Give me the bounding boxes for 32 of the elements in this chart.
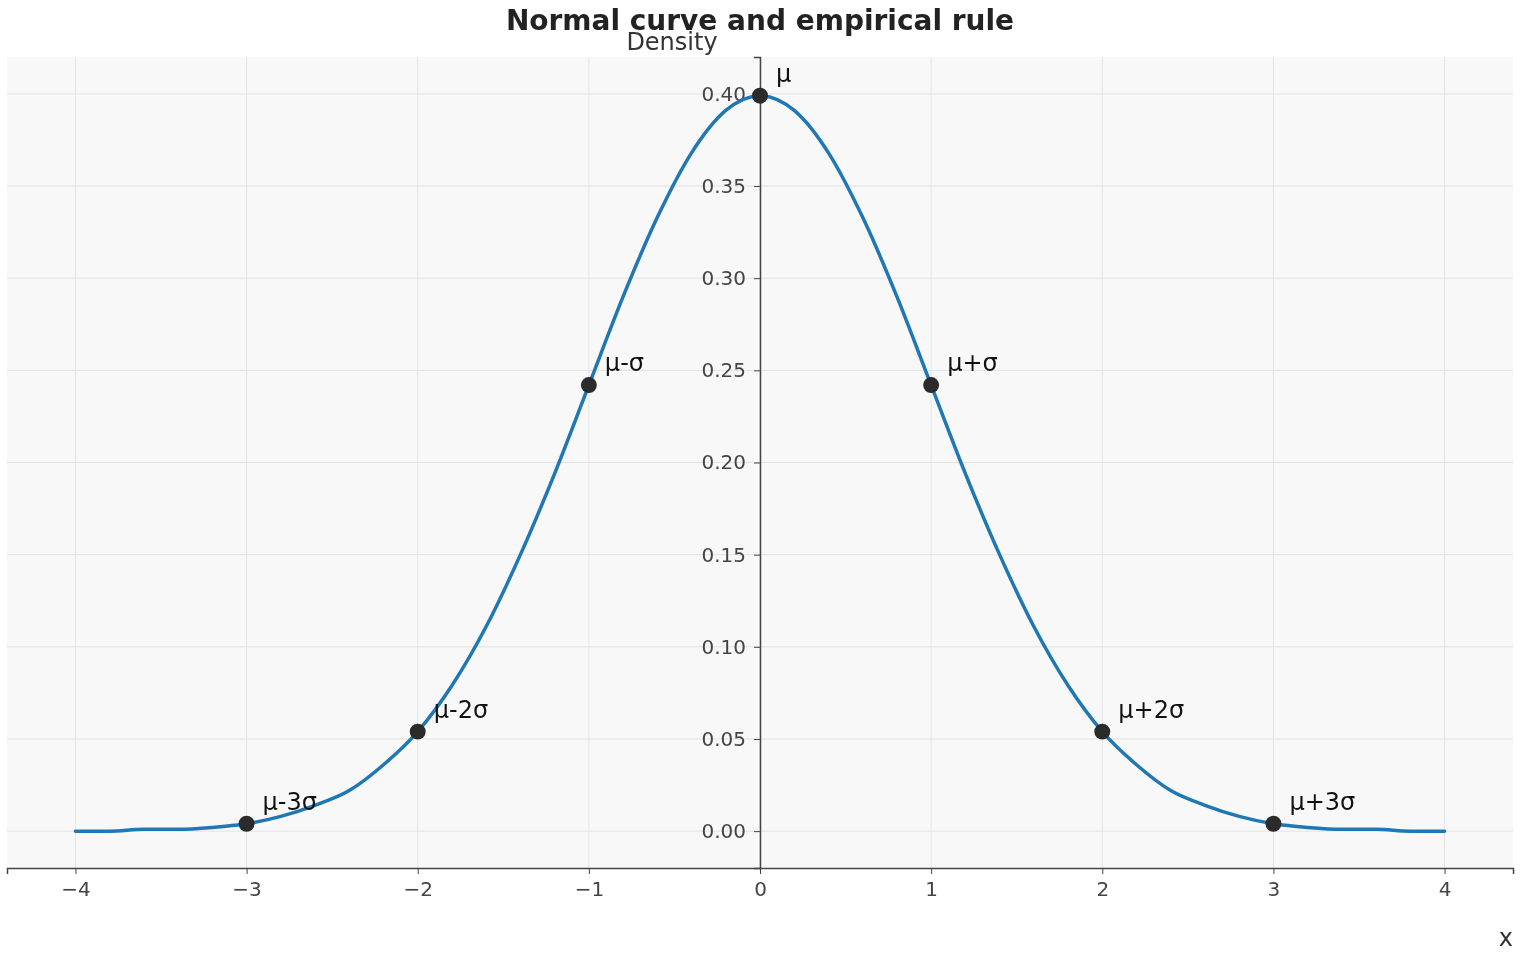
point — [409, 723, 426, 740]
x-tick-label: −2 — [403, 877, 433, 902]
y-tick-label: 0.25 — [701, 358, 746, 383]
annotation: μ+σ — [947, 349, 998, 378]
point — [238, 815, 255, 832]
annotation: μ — [776, 59, 792, 88]
point — [1265, 815, 1282, 832]
x-tick-label: 3 — [1267, 877, 1281, 902]
annotation: μ+3σ — [1289, 787, 1356, 816]
y-tick-label: 0.15 — [701, 542, 746, 567]
x-tick-label: −1 — [574, 877, 605, 902]
y-tick-label: 0.10 — [701, 634, 746, 659]
x-tick-label: −4 — [61, 877, 91, 902]
y-tick-label: 0.35 — [701, 173, 746, 198]
y-tick-label: 0.20 — [701, 450, 746, 475]
y-tick-label: 0.30 — [701, 266, 746, 291]
annotation: μ-σ — [604, 349, 644, 378]
point — [580, 377, 597, 394]
x-tick-label: 4 — [1438, 877, 1452, 902]
x-tick-label: 2 — [1096, 877, 1110, 902]
x-tick-label: 1 — [925, 877, 938, 902]
point — [1094, 723, 1111, 740]
y-tick-label: 0.05 — [701, 726, 746, 751]
annotation: μ-2σ — [433, 695, 489, 724]
annotation: μ-3σ — [262, 787, 318, 816]
x-tick-label: 0 — [754, 877, 767, 902]
x-tick-label: −3 — [232, 877, 262, 902]
point — [923, 377, 940, 394]
annotation: μ+2σ — [1118, 695, 1185, 724]
point — [752, 87, 768, 104]
y-tick-label: 0.00 — [701, 819, 746, 844]
x-axis-title: x — [1498, 924, 1513, 952]
